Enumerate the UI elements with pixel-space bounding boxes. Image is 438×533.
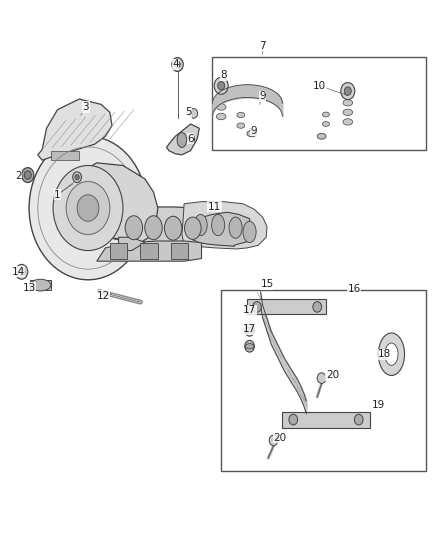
- Text: 19: 19: [372, 400, 385, 410]
- Bar: [141, 243, 158, 259]
- Circle shape: [245, 325, 254, 336]
- Ellipse shape: [322, 112, 329, 117]
- Bar: [221, 290, 426, 471]
- Circle shape: [289, 414, 297, 425]
- Text: 7: 7: [259, 41, 266, 51]
- Ellipse shape: [237, 123, 245, 128]
- Polygon shape: [166, 124, 199, 155]
- Ellipse shape: [237, 112, 245, 118]
- Circle shape: [24, 171, 31, 179]
- Polygon shape: [182, 201, 267, 249]
- Text: 2: 2: [15, 171, 21, 181]
- Bar: [171, 243, 188, 259]
- Polygon shape: [51, 151, 79, 160]
- Polygon shape: [30, 280, 51, 290]
- Ellipse shape: [343, 119, 353, 125]
- Circle shape: [77, 195, 99, 221]
- Ellipse shape: [164, 216, 182, 240]
- Polygon shape: [188, 212, 251, 246]
- Text: 17: 17: [243, 305, 256, 315]
- Circle shape: [218, 82, 225, 90]
- Circle shape: [317, 373, 326, 383]
- Circle shape: [15, 264, 28, 279]
- Polygon shape: [38, 99, 112, 160]
- Ellipse shape: [216, 94, 226, 101]
- Text: 11: 11: [208, 202, 221, 212]
- Ellipse shape: [247, 131, 257, 137]
- Ellipse shape: [145, 216, 162, 240]
- Text: 15: 15: [261, 279, 274, 289]
- Ellipse shape: [212, 214, 225, 236]
- Circle shape: [253, 302, 261, 312]
- Ellipse shape: [343, 109, 353, 116]
- Text: 1: 1: [54, 190, 61, 200]
- Ellipse shape: [184, 217, 201, 239]
- Text: 17: 17: [243, 324, 256, 334]
- Ellipse shape: [243, 221, 256, 243]
- Circle shape: [73, 172, 81, 182]
- Polygon shape: [119, 237, 145, 251]
- Circle shape: [344, 87, 351, 95]
- Circle shape: [53, 165, 123, 251]
- Circle shape: [75, 174, 79, 180]
- Polygon shape: [88, 207, 250, 246]
- Ellipse shape: [245, 328, 254, 333]
- Circle shape: [18, 268, 25, 276]
- Ellipse shape: [385, 343, 398, 366]
- Ellipse shape: [125, 216, 143, 240]
- Ellipse shape: [177, 133, 187, 148]
- Polygon shape: [283, 411, 370, 427]
- Circle shape: [245, 341, 254, 352]
- Text: 9: 9: [251, 126, 257, 136]
- Text: 3: 3: [82, 102, 89, 112]
- Text: 13: 13: [22, 283, 36, 293]
- Text: 20: 20: [274, 433, 287, 443]
- Ellipse shape: [216, 104, 226, 110]
- Text: 6: 6: [187, 134, 194, 144]
- Circle shape: [187, 135, 194, 143]
- Text: 14: 14: [11, 267, 25, 277]
- Text: 9: 9: [259, 91, 266, 101]
- Circle shape: [214, 77, 228, 94]
- Circle shape: [29, 136, 147, 280]
- Ellipse shape: [216, 114, 226, 120]
- Circle shape: [66, 181, 110, 235]
- Ellipse shape: [378, 333, 405, 375]
- Ellipse shape: [343, 100, 353, 106]
- Bar: [110, 243, 127, 259]
- Circle shape: [190, 109, 198, 118]
- Text: 4: 4: [172, 60, 179, 69]
- Circle shape: [175, 61, 180, 68]
- Text: 16: 16: [348, 284, 361, 294]
- Ellipse shape: [317, 133, 326, 139]
- Circle shape: [21, 167, 34, 182]
- Polygon shape: [247, 300, 326, 314]
- Bar: [212, 56, 426, 150]
- Text: 18: 18: [378, 349, 392, 359]
- Circle shape: [341, 83, 355, 100]
- Circle shape: [354, 414, 363, 425]
- Text: 8: 8: [220, 70, 227, 80]
- Circle shape: [172, 58, 183, 71]
- Ellipse shape: [229, 217, 242, 238]
- Text: 5: 5: [185, 107, 192, 117]
- Text: 20: 20: [326, 370, 339, 381]
- Polygon shape: [71, 163, 158, 243]
- Circle shape: [269, 435, 278, 446]
- Ellipse shape: [322, 122, 329, 126]
- Ellipse shape: [245, 344, 254, 349]
- Text: 12: 12: [97, 290, 110, 301]
- Polygon shape: [97, 241, 201, 261]
- Text: 10: 10: [313, 81, 326, 91]
- Ellipse shape: [194, 214, 207, 236]
- Ellipse shape: [30, 279, 51, 291]
- Circle shape: [313, 302, 321, 312]
